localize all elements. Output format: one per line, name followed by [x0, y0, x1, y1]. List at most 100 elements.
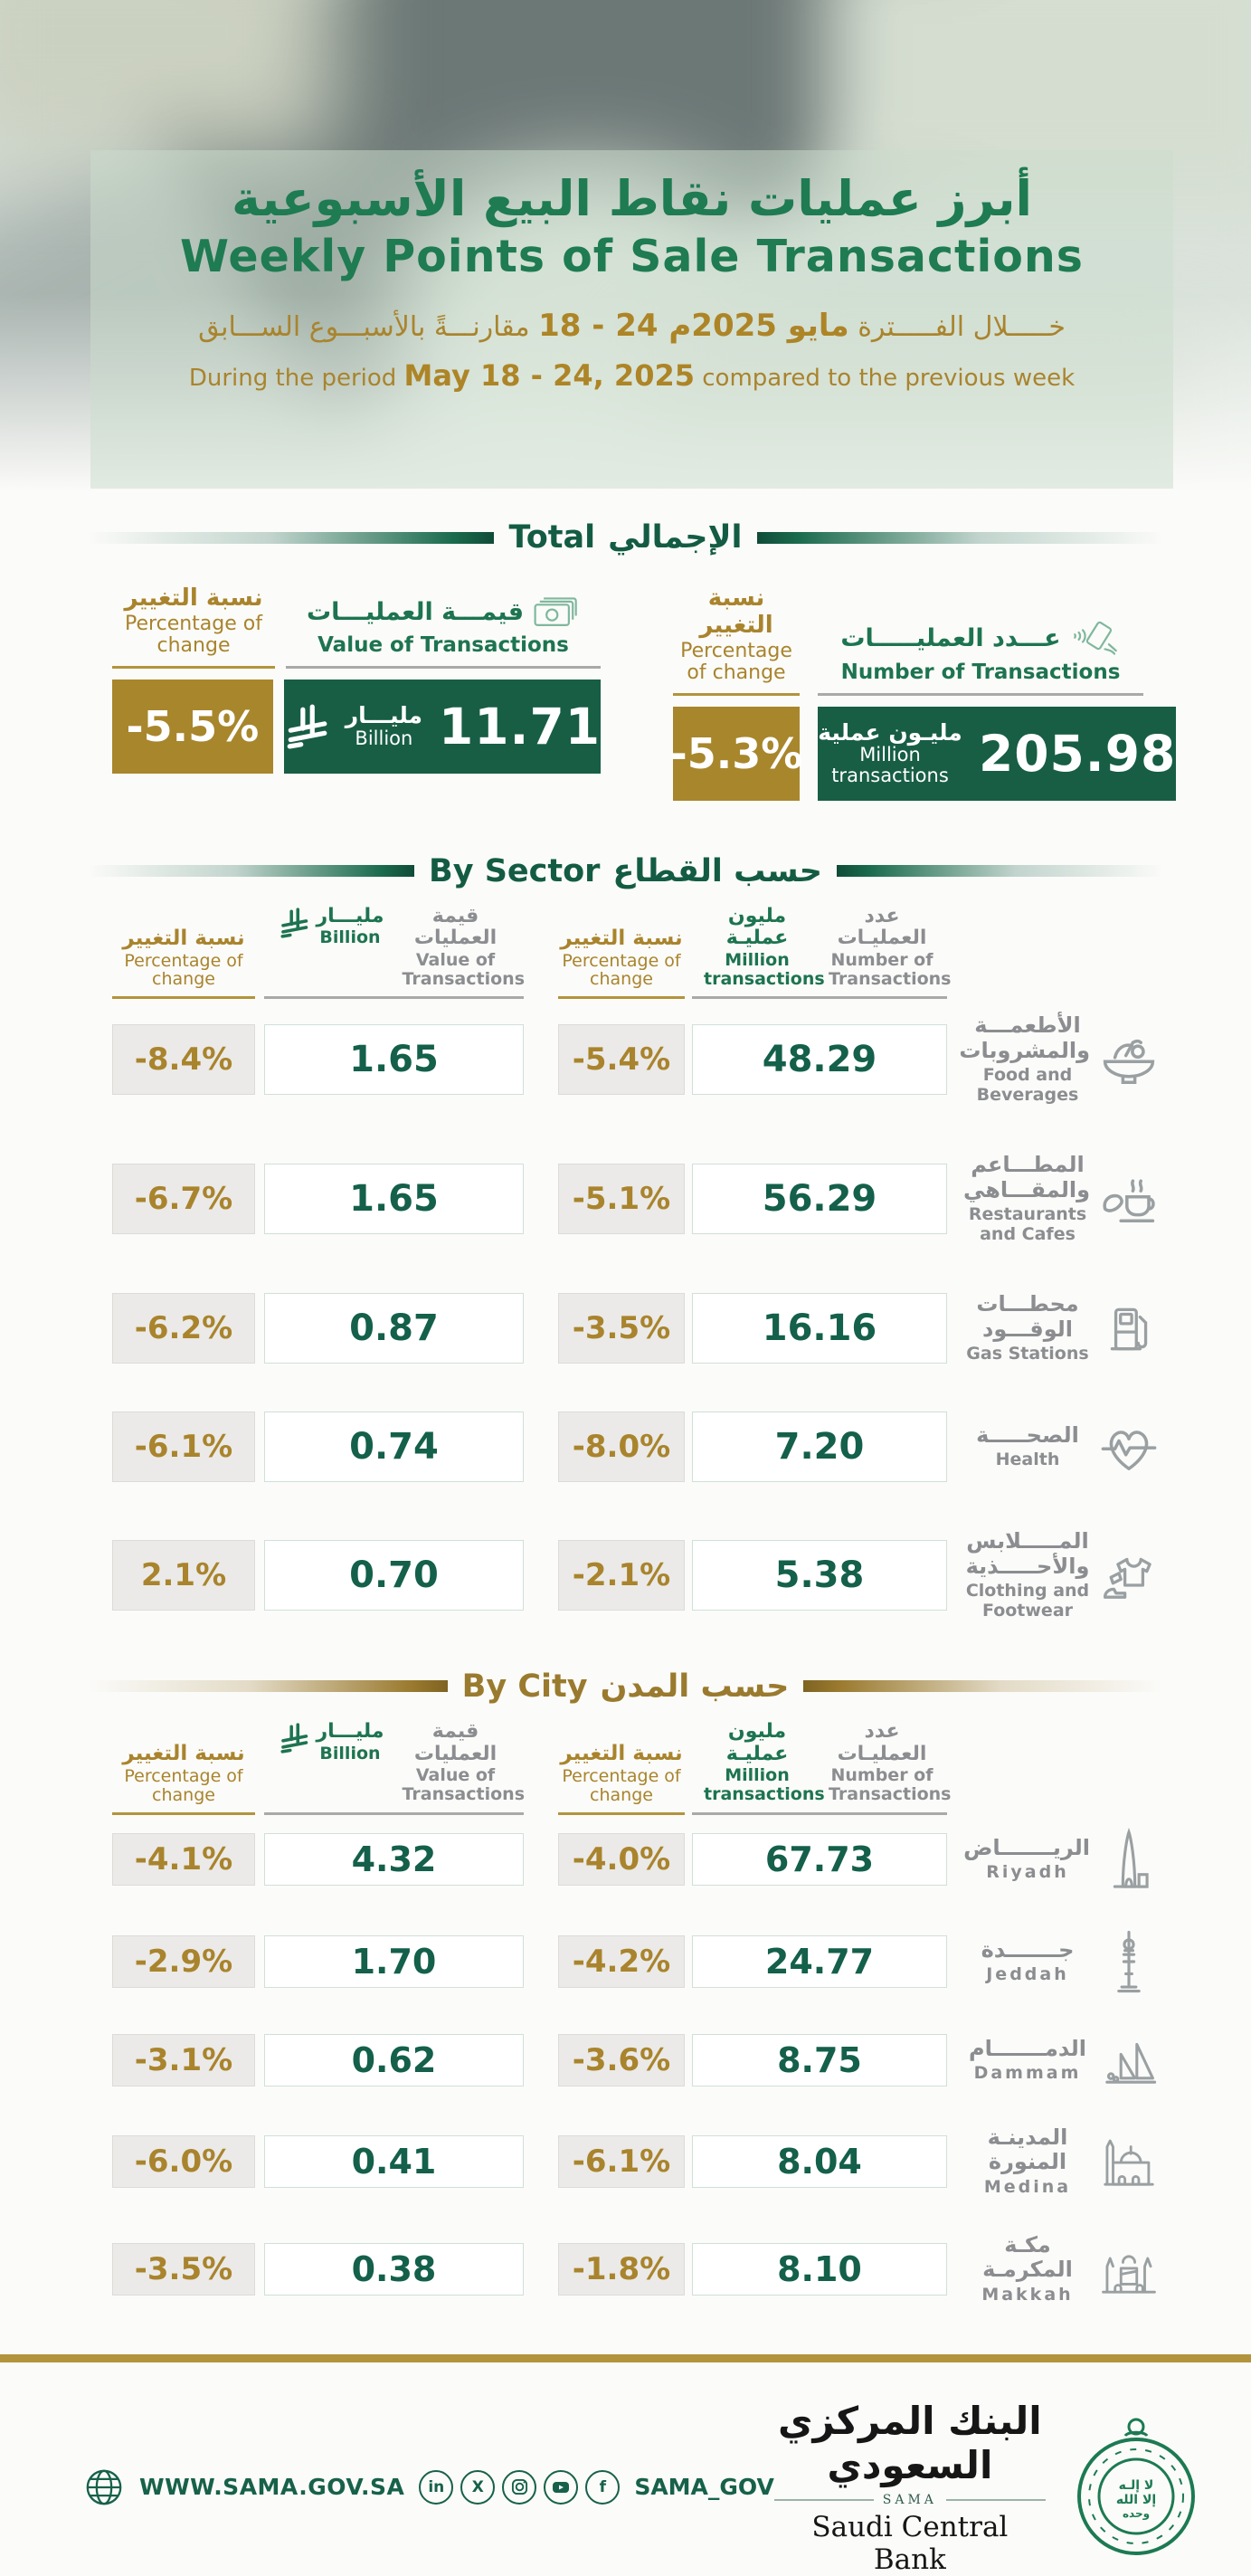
total-number-change-box: -5.3%: [670, 706, 802, 801]
total-value-box: مليـــار Billion 11.71: [283, 679, 601, 774]
main-title-english: Weekly Points of Sale Transactions: [180, 231, 1084, 283]
total-number-unit: مليـون عملية Million transactions: [818, 718, 962, 787]
number-amount: 8.75: [692, 2033, 947, 2086]
number-change: -5.1%: [558, 1164, 685, 1235]
city-label: مكـة المكرمـة Makkah: [981, 2231, 1074, 2305]
category-label: محطـــات الوقـــود Gas Stations: [966, 1291, 1089, 1364]
total-number-header: عـــدد العمليـــــات Number of Transacti…: [818, 620, 1143, 696]
value-amount: 0.62: [264, 2033, 524, 2086]
footer: WWW.SAMA.GOV.SA in X f SAMA_GOV البنك ال…: [0, 2362, 1251, 2576]
banknotes-icon: [533, 594, 580, 631]
city-row-makkah: -3.5% 0.38 -1.8% 8.10 مكـة المكرمـة Makk…: [112, 2231, 1251, 2305]
bank-name-english: Saudi Central Bank: [811, 2510, 1009, 2576]
value-change: -6.1%: [112, 1412, 255, 1483]
value-change: 2.1%: [112, 1540, 255, 1611]
svg-text:لا إلـه: لا إلـه: [1119, 2478, 1154, 2493]
value-change: -6.7%: [112, 1164, 255, 1235]
number-amount: 56.29: [692, 1164, 947, 1235]
city-label: الدمـــــــام Dammam: [969, 2035, 1086, 2084]
bank-abbr-rule: SAMA: [773, 2493, 1046, 2507]
value-amount: 1.70: [264, 1934, 524, 1988]
number-amount: 7.20: [692, 1412, 947, 1483]
number-change: -6.1%: [558, 2134, 685, 2188]
title-panel: أبرز عمليات نقاط البيع الأسبوعية Weekly …: [90, 150, 1173, 489]
number-change: -3.5%: [558, 1293, 685, 1364]
header-bar-left: [89, 531, 495, 544]
riyal-symbol-icon: [279, 1721, 309, 1755]
value-amount: 1.65: [264, 1164, 524, 1235]
health-icon: [1092, 1417, 1166, 1477]
number-change: -5.4%: [558, 1024, 685, 1096]
svg-text:وحده: وحده: [1123, 2507, 1150, 2521]
social-handle: SAMA_GOV: [634, 2474, 774, 2501]
col-header-number-pct: نسبة التغيير Percentage of change: [558, 1742, 685, 1815]
value-amount: 0.87: [264, 1293, 524, 1364]
total-value-pct-header: نسبة التغيير Percentage of change: [112, 585, 275, 669]
number-amount: 48.29: [692, 1024, 947, 1096]
total-value-amount: 11.71: [439, 697, 601, 756]
globe-icon: [83, 2467, 125, 2508]
value-amount: 4.32: [264, 1832, 524, 1886]
riyadh-tower-icon: [1092, 1826, 1166, 1893]
col-header-value: مليـــار Billion قيمة العمليات Value of Tr…: [264, 1720, 525, 1815]
header-bar-right: [837, 865, 1163, 877]
total-number-box: مليـون عملية Million transactions 205.98: [818, 706, 1177, 801]
bank-name-arabic: البنك المركزي السعودي: [778, 2398, 1042, 2487]
by-city-section-header: By City حسب المدن: [89, 1668, 1162, 1705]
header-bar-left: [89, 1680, 448, 1693]
col-header-value: مليـــار Billion قيمة العمليات Value of Tr…: [264, 905, 525, 1000]
by-sector-section-header: By Sector حسب القطاع: [89, 852, 1163, 889]
sector-row-gas-stations: -6.2% 0.87 -3.5% 16.16 محطـــات الوقـــو…: [112, 1291, 1251, 1364]
col-header-number-pct: نسبة التغيير Percentage of change: [558, 927, 685, 1000]
number-amount: 67.73: [692, 1832, 947, 1886]
bank-identity: البنك المركزي السعودي SAMA Saudi Central…: [773, 2398, 1208, 2576]
city-title-ar: حسب المدن: [600, 1668, 790, 1705]
city-row-riyadh: -4.1% 4.32 -4.0% 67.73 الريـــــــاض Riy…: [112, 1826, 1251, 1893]
category-label: الصحـــــة Health: [976, 1421, 1079, 1470]
sector-title-ar: حسب القطاع: [612, 852, 822, 889]
total-number-group: نسبة التغيير Percentage of change عـــدد…: [670, 585, 1177, 801]
col-header-value-pct: نسبة التغيير Percentage of change: [112, 1742, 255, 1815]
contactless-card-icon: [1070, 620, 1121, 658]
total-section-header: Total الإجمالي: [89, 519, 1163, 556]
footer-contacts: WWW.SAMA.GOV.SA in X f SAMA_GOV: [83, 2467, 774, 2508]
value-change: -4.1%: [112, 1832, 255, 1886]
value-amount: 0.38: [264, 2242, 524, 2296]
city-title-en: By City: [461, 1668, 588, 1705]
period-line-arabic: خـــــلال الفـــــترة 18 - 24 مايو 2025م…: [198, 308, 1066, 345]
city-row-jeddah: -2.9% 1.70 -4.2% 24.77 جـــــــدة Jeddah: [112, 1928, 1251, 1995]
footer-divider: [0, 2353, 1251, 2362]
hero-banner: أبرز عمليات نقاط البيع الأسبوعية Weekly …: [0, 0, 1251, 507]
col-header-number: مليون عمليـة Million transactions عدد الع…: [692, 1720, 951, 1815]
category-label: المـــــلابس والأحـــــذية Clothing and …: [965, 1528, 1090, 1621]
total-value-group: نسبة التغيير Percentage of change قيمـــ…: [112, 585, 601, 801]
col-header-number: مليون عمليـة Million transactions عدد الع…: [692, 905, 951, 1000]
total-title-en: Total: [508, 519, 596, 556]
value-amount: 0.74: [264, 1412, 524, 1483]
facebook-icon: f: [585, 2469, 621, 2505]
total-figures: نسبة التغيير Percentage of change قيمـــ…: [112, 585, 1177, 801]
period-line-english: During the period May 18 - 24, 2025 comp…: [188, 358, 1076, 394]
city-row-dammam: -3.1% 0.62 -3.6% 8.75 الدمـــــــام Damm…: [112, 2030, 1251, 2090]
youtube-icon: [544, 2469, 579, 2505]
sama-seal: لا إلـه إلا الله وحده: [1064, 2411, 1208, 2563]
value-change: -6.0%: [112, 2134, 255, 2188]
number-amount: 24.77: [692, 1934, 947, 1988]
value-amount: 1.65: [264, 1024, 524, 1096]
number-change: -8.0%: [558, 1412, 685, 1483]
number-change: -2.1%: [558, 1540, 685, 1611]
city-label: جـــــــدة Jeddah: [981, 1936, 1075, 1985]
value-change: -8.4%: [112, 1024, 255, 1096]
period-dates-arabic: 18 - 24 مايو 2025م: [538, 308, 849, 345]
category-label: الأطعمـــة والمشروبات Food and Beverages: [959, 1012, 1090, 1106]
riyal-symbol-icon: [279, 906, 309, 940]
sector-row-health: -6.1% 0.74 -8.0% 7.20 الصحـــــة Health: [112, 1412, 1251, 1483]
sector-row-restaurants-cafes: -6.7% 1.65 -5.1% 56.29 المطـــاعم والمقـ…: [112, 1152, 1251, 1245]
header-bar-right: [803, 1680, 1162, 1693]
number-amount: 16.16: [692, 1293, 947, 1364]
sector-table: نسبة التغيير Percentage of change مليـــ…: [112, 905, 1251, 1621]
total-value-unit: مليـــار Billion: [345, 702, 423, 749]
number-change: -1.8%: [558, 2242, 685, 2296]
sector-title-en: By Sector: [429, 852, 601, 889]
city-table: نسبة التغيير Percentage of change مليـــ…: [112, 1720, 1251, 2305]
